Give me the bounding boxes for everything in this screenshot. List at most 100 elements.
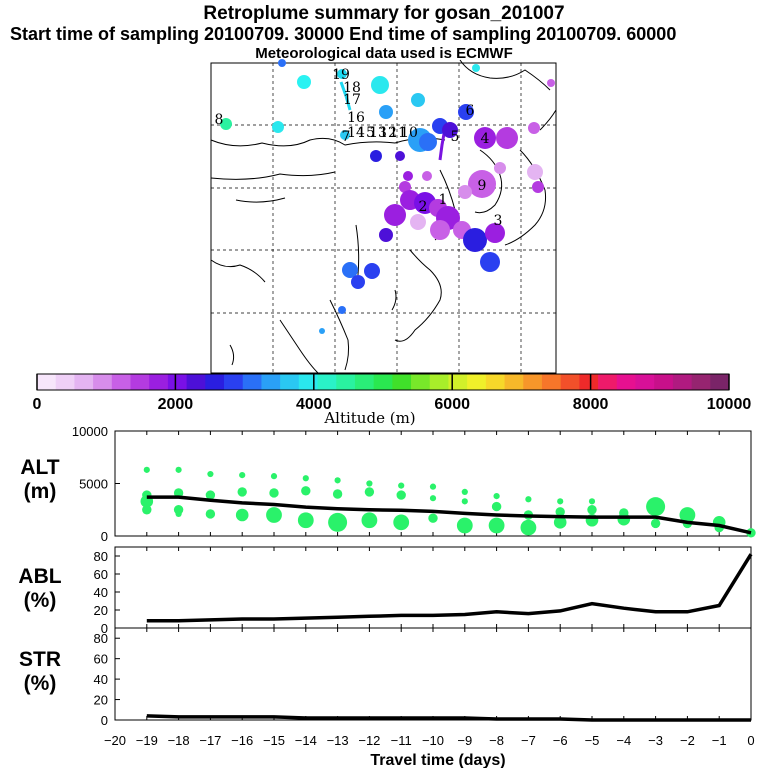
colorbar-segment bbox=[111, 374, 131, 390]
colorbar-segment bbox=[448, 374, 468, 390]
colorbar-segment bbox=[373, 374, 393, 390]
map-cluster-marker bbox=[340, 130, 350, 140]
colorbar-segment bbox=[55, 374, 75, 390]
map-cluster-marker bbox=[442, 122, 458, 138]
colorbar-tick-label: 10000 bbox=[707, 396, 752, 413]
alt-cluster-point bbox=[617, 512, 631, 526]
y-tick-label: 5000 bbox=[79, 477, 108, 492]
colorbar-segment bbox=[317, 374, 337, 390]
alt-cluster-point bbox=[429, 483, 437, 490]
map-cluster-label: 4 bbox=[481, 131, 490, 147]
map-cluster-marker bbox=[338, 306, 346, 314]
colorbar-segment bbox=[635, 374, 655, 390]
colorbar-segment bbox=[691, 374, 711, 390]
y-tick-label: 20 bbox=[94, 603, 108, 618]
alt-cluster-point bbox=[173, 488, 184, 498]
x-tick-label: −12 bbox=[358, 733, 380, 748]
map-cluster-label: 13 bbox=[369, 125, 387, 141]
alt-cluster-point bbox=[650, 518, 661, 529]
map-cluster-marker bbox=[371, 76, 389, 94]
map-cluster-marker bbox=[458, 104, 474, 120]
alt-cluster-point bbox=[488, 517, 505, 534]
colorbar-segment bbox=[598, 374, 618, 390]
y-tick-label: 0 bbox=[101, 529, 108, 544]
str-panel: 0 20 40 60 80 bbox=[94, 627, 752, 728]
map-cluster-label: 17 bbox=[343, 92, 361, 108]
map-graticule bbox=[211, 63, 556, 373]
alt-cluster-point bbox=[143, 466, 150, 473]
colorbar-segment bbox=[523, 374, 543, 390]
map-cluster-marker bbox=[278, 59, 286, 67]
colorbar-segment bbox=[485, 374, 505, 390]
x-tick-label: −3 bbox=[648, 733, 663, 748]
map-cluster-marker bbox=[527, 164, 543, 180]
x-tick-label: −2 bbox=[680, 733, 695, 748]
y-tick-label: 80 bbox=[94, 631, 108, 646]
travel-time-axis: −20 −19 −18 −17 −16 −15 −14 −13 −12 −11 −10 −9 −8 −7−… bbox=[104, 733, 755, 748]
x-tick-label: 0 bbox=[747, 733, 754, 748]
map-cluster-label: 18 bbox=[343, 80, 361, 96]
alt-cluster-point bbox=[332, 489, 343, 499]
colorbar-tick-labels: 0 2000 4000 6000 8000 10000 bbox=[33, 374, 752, 413]
map-cluster-marker bbox=[384, 204, 406, 226]
abl-panel: 0 20 40 60 80 bbox=[94, 546, 753, 636]
map-cluster-marker bbox=[411, 93, 425, 107]
x-tick-label: −6 bbox=[553, 733, 568, 748]
alt-cluster-point bbox=[679, 507, 696, 523]
alt-cluster-point bbox=[205, 509, 216, 519]
y-tick-label: 60 bbox=[94, 652, 108, 667]
colorbar-segment bbox=[280, 374, 300, 390]
x-tick-label: −15 bbox=[263, 733, 285, 748]
alt-cluster-point bbox=[175, 466, 182, 473]
colorbar-tick-label: 0 bbox=[33, 396, 42, 413]
colorbar-segment bbox=[710, 374, 730, 390]
x-axis-label: Travel time (days) bbox=[370, 752, 505, 768]
alt-cluster-point bbox=[239, 472, 246, 479]
map-cluster-marker bbox=[370, 150, 382, 162]
colorbar-segment bbox=[616, 374, 636, 390]
colorbar-segment bbox=[149, 374, 169, 390]
colorbar-segment bbox=[37, 374, 57, 390]
alt-cluster-point bbox=[461, 488, 468, 495]
alt-mean-line bbox=[146, 495, 752, 535]
x-tick-label: −7 bbox=[521, 733, 536, 748]
map-coastlines bbox=[210, 59, 557, 374]
alt-cluster-point bbox=[334, 477, 341, 484]
alt-cluster-point bbox=[555, 507, 565, 517]
map-cluster-marker bbox=[351, 275, 365, 289]
met-data-note: Meteorological data used is ECMWF bbox=[255, 45, 513, 62]
y-tick-label: 0 bbox=[101, 713, 108, 728]
x-tick-label: −9 bbox=[457, 733, 472, 748]
map-cluster-label: 5 bbox=[451, 129, 460, 145]
y-tick-label: 0 bbox=[101, 621, 108, 636]
colorbar-segment bbox=[224, 374, 244, 390]
alt-cluster-point bbox=[396, 490, 406, 500]
colorbar-segment bbox=[261, 374, 281, 390]
x-tick-label: −20 bbox=[104, 733, 126, 748]
alt-cluster-point bbox=[142, 505, 152, 515]
alt-panel: 0 5000 10000 bbox=[72, 424, 756, 544]
alt-cluster-point bbox=[235, 508, 249, 522]
alt-cluster-point bbox=[491, 501, 502, 512]
colorbar-segment bbox=[74, 374, 94, 390]
map-cluster-marker bbox=[468, 170, 496, 198]
colorbar-tick-label: 4000 bbox=[296, 396, 332, 413]
map-cluster-marker bbox=[419, 133, 437, 151]
map-cluster-label: 16 bbox=[347, 110, 365, 126]
map-cluster-label: 2 bbox=[419, 199, 428, 215]
map-cluster-label: 12 bbox=[379, 125, 397, 141]
map-cluster-marker bbox=[297, 75, 311, 89]
alt-cluster-point bbox=[493, 493, 500, 500]
map-cluster-label: 3 bbox=[494, 213, 503, 229]
map-cluster-marker bbox=[430, 220, 450, 240]
alt-cluster-point bbox=[269, 488, 279, 498]
alt-cluster-point bbox=[205, 490, 216, 500]
map-cluster-marker bbox=[410, 214, 426, 230]
colorbar-segment bbox=[167, 374, 188, 390]
colorbar-segment bbox=[654, 374, 674, 390]
x-tick-label: −19 bbox=[136, 733, 158, 748]
y-tick-label: 80 bbox=[94, 549, 108, 564]
map-cluster-marker bbox=[364, 263, 380, 279]
